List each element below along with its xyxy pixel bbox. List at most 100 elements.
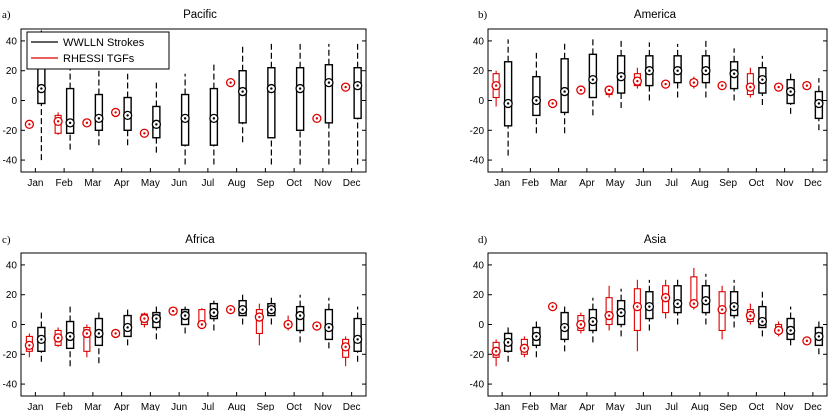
median-marker-dot [805,339,809,343]
wwlln-box-Jul [672,43,683,98]
wwlln-box-Oct [295,294,305,343]
median-marker-dot [114,332,117,335]
wwlln-box-Nov [324,297,334,349]
panel-label: b) [478,9,488,21]
box-iqr [324,64,334,124]
median-marker-dot [143,132,146,135]
x-tick-label: Dec [804,178,822,189]
rhessi-box-Jul [197,308,207,330]
median-marker-dot [212,117,216,120]
median-marker-dot [579,323,583,326]
y-tick-label: 20 [6,290,18,301]
chart-title: Pacific [183,9,217,21]
rhessi-box-May [604,85,614,98]
rhessi-box-Mar [547,98,558,109]
wwlln-box-May [151,303,162,340]
x-tick-label: Jul [201,402,214,411]
x-tick-label: Sep [719,178,737,189]
rhessi-box-Nov [773,82,784,92]
wwlln-box-Apr [588,297,598,343]
rhessi-box-Feb [53,112,63,135]
x-tick-label: Mar [84,178,102,189]
wwlln-box-Nov [785,70,796,114]
median-marker-dot [789,90,792,93]
median-marker-dot [327,326,331,329]
rhessi-box-Apr [110,328,121,339]
y-tick-label: -40 [470,380,485,391]
median-marker-dot [777,85,780,89]
x-tick-label: May [141,402,160,411]
median-marker-dot [270,308,273,311]
wwlln-box-Apr [122,309,133,346]
y-tick-label: 40 [473,260,485,271]
y-tick-label: -20 [470,126,485,137]
median-marker-dot [805,84,809,87]
median-marker-dot [85,121,89,125]
median-marker-dot [40,87,43,90]
y-tick-label: 40 [6,36,18,47]
chart-title: America [634,9,677,21]
median-marker-dot [676,302,679,305]
x-tick-label: Feb [522,402,540,411]
box-iqr [560,58,569,114]
median-marker-dot [143,317,146,320]
median-marker-dot [732,305,736,308]
chart-title: Asia [644,234,667,246]
rhessi-box-Jun [632,67,643,89]
rhessi-box-Apr [576,312,586,334]
wwlln-box-Nov [324,43,334,165]
wwlln-box-Jan [36,312,47,362]
rhessi-box-Nov [312,113,322,124]
wwlln-box-Oct [757,291,768,337]
wwlln-box-Jun [180,73,190,165]
wwlln-box-Feb [65,306,75,367]
x-tick-label: Nov [314,178,332,189]
chart-title: Africa [185,234,215,246]
y-tick-label: 40 [6,260,18,271]
rhessi-box-Apr [110,107,121,118]
median-marker-dot [344,345,347,349]
median-marker-dot [315,117,319,120]
wwlln-box-Jul [209,63,219,165]
median-marker-dot [97,332,101,335]
wwlln-box-Jul [209,300,219,331]
median-marker-dot [85,332,89,335]
rhessi-box-Apr [576,85,586,95]
y-tick-label: -40 [3,156,18,167]
rhessi-box-Feb [519,336,530,358]
rhessi-box-Dec [340,82,351,92]
x-tick-label: Mar [84,402,102,411]
x-tick-label: Sep [256,402,274,411]
y-tick-label: -40 [470,156,485,167]
x-tick-label: Oct [749,402,765,411]
wwlln-box-Jun [180,306,190,334]
median-marker-dot [777,329,780,332]
rhessi-box-Mar [547,301,558,312]
median-marker-dot [523,347,526,350]
x-tick-label: Nov [776,402,794,411]
median-marker-dot [298,87,302,90]
wwlln-box-Dec [814,318,824,355]
median-marker-dot [676,69,679,72]
wwlln-box-Sep [266,43,277,165]
x-tick-label: Aug [228,178,246,189]
median-marker-dot [619,311,623,314]
median-marker-dot [749,85,752,89]
box-iqr [238,70,247,124]
median-marker-dot [636,79,639,83]
x-tick-label: Oct [749,178,765,189]
median-marker-dot [563,90,566,93]
y-tick-label: 20 [473,66,485,77]
wwlln-box-Apr [588,36,598,116]
x-tick-label: Aug [691,402,709,411]
median-marker-dot [183,117,187,120]
x-tick-label: Nov [314,402,332,411]
rhessi-box-Aug [225,77,236,88]
median-marker-dot [56,120,60,123]
rhessi-box-Sep [717,80,727,91]
rhessi-box-Nov [312,321,322,331]
y-tick-label: -20 [3,350,18,361]
rhessi-box-Jun [168,306,178,316]
rhessi-box-May [139,128,150,138]
